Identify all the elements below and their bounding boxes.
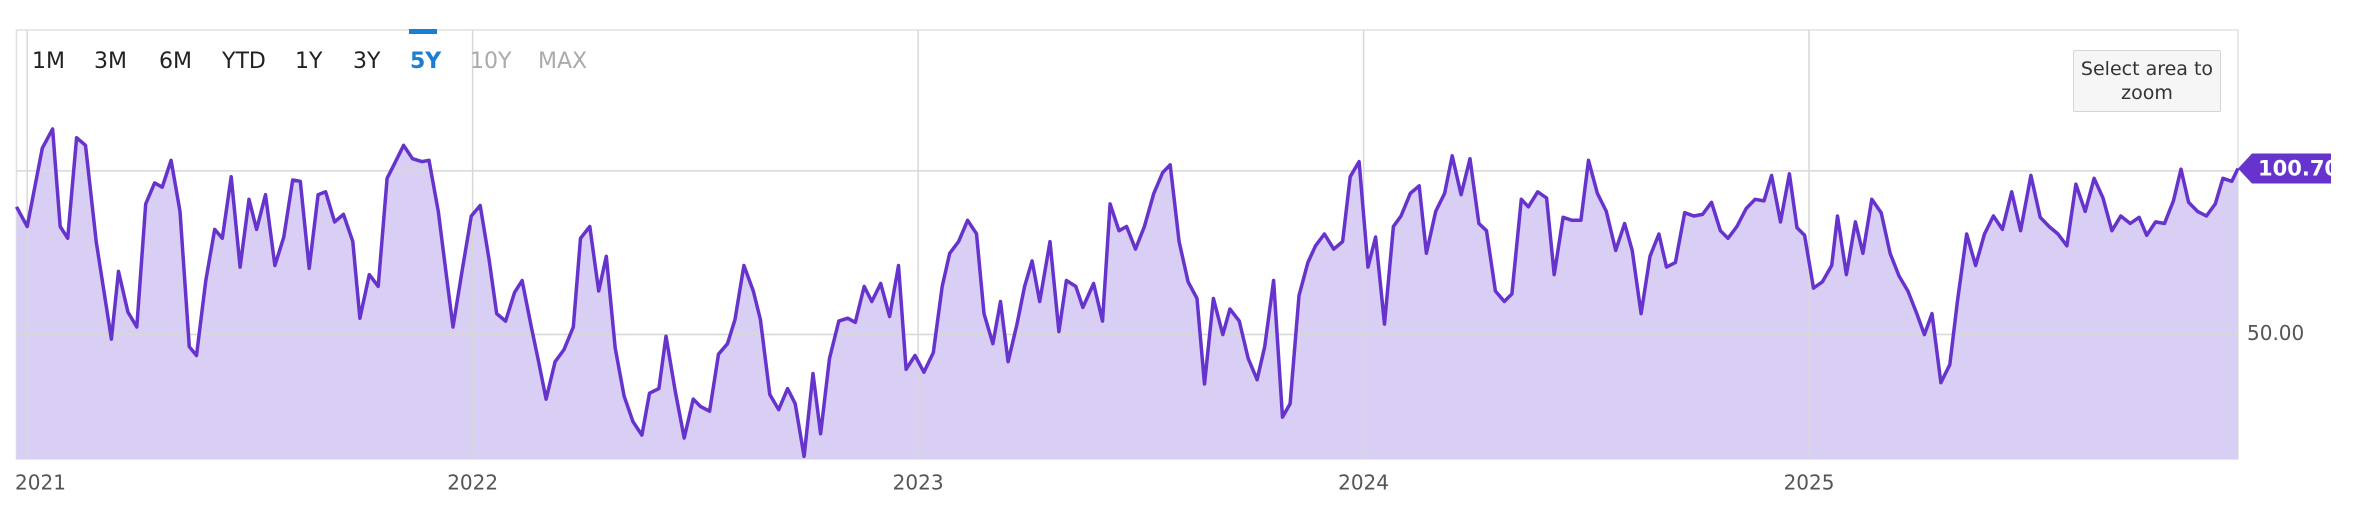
current-value-tag: [2238, 153, 2331, 184]
zoom-hint: Select area to zoom: [2073, 50, 2221, 112]
range-button[interactable]: YTD: [221, 49, 266, 74]
x-tick-label: 2021: [15, 471, 66, 495]
y-tick-label: 50.00: [2247, 321, 2304, 345]
selected-indicator: [409, 29, 437, 34]
range-button[interactable]: 6M: [159, 49, 192, 74]
range-button[interactable]: 3Y: [353, 49, 381, 74]
range-button: 10Y: [470, 49, 512, 74]
range-button[interactable]: 1M: [32, 49, 65, 74]
x-tick-label: 2024: [1338, 471, 1389, 495]
range-button[interactable]: 1Y: [295, 49, 323, 74]
x-tick-label: 2025: [1784, 471, 1835, 495]
area-fill: [16, 128, 2238, 459]
range-button[interactable]: 5Y: [410, 49, 442, 74]
x-tick-label: 2023: [893, 471, 944, 495]
x-tick-label: 2022: [447, 471, 498, 495]
range-button: MAX: [538, 49, 587, 74]
range-button[interactable]: 3M: [94, 49, 127, 74]
price-line: [14, 127, 2240, 459]
current-value-label: 100.70: [2258, 157, 2339, 181]
